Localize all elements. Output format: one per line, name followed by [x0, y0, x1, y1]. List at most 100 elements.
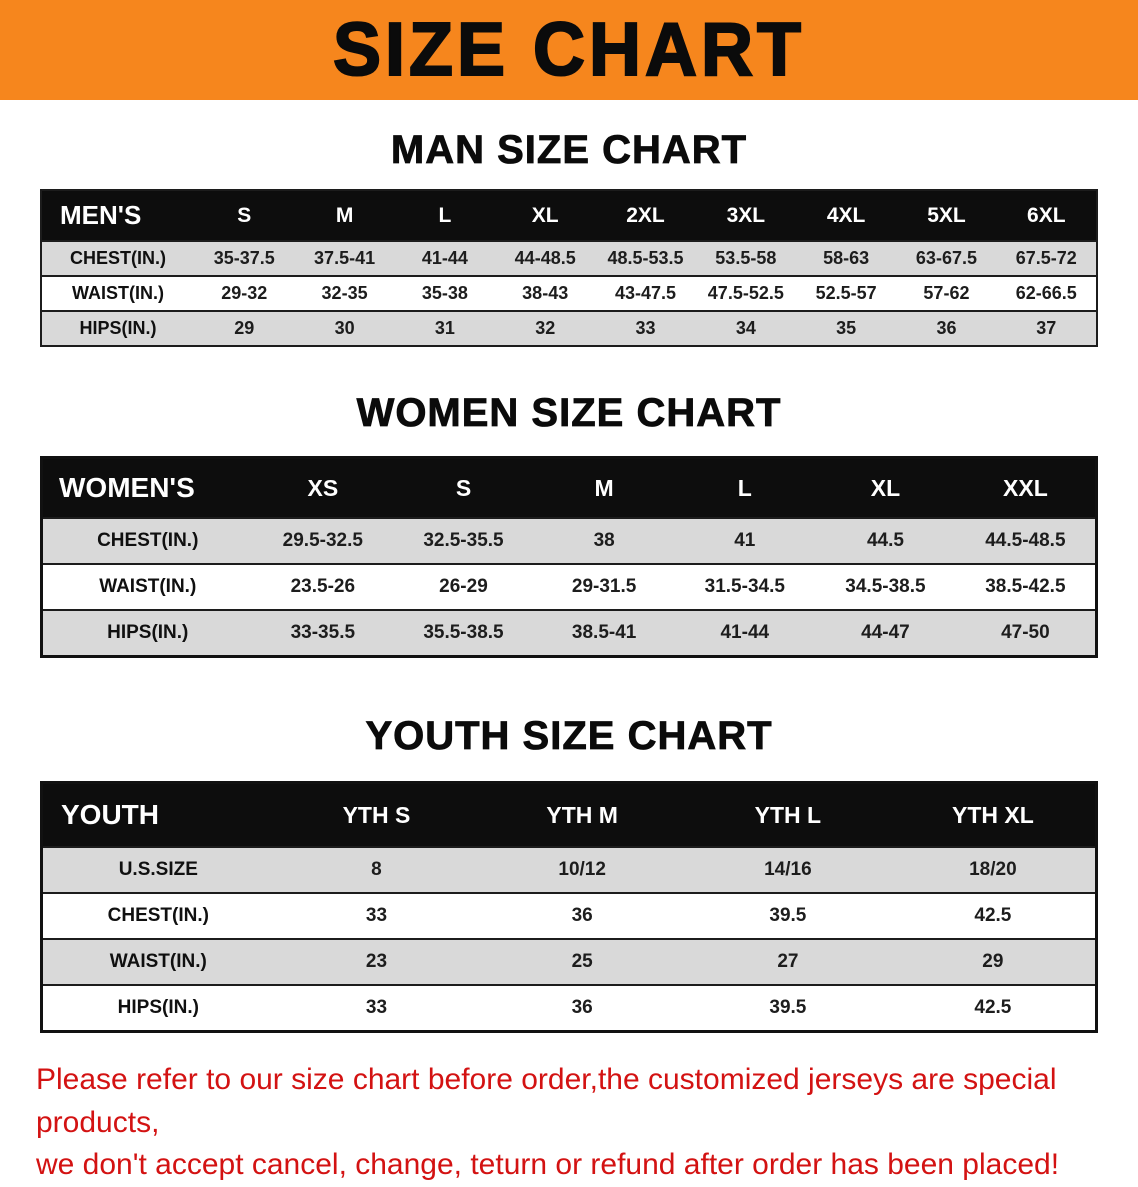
value-cell: 38.5-41	[571, 622, 637, 643]
value-cell: 67.5-72	[1015, 248, 1077, 268]
value-cell: 36	[571, 905, 593, 926]
value-cell: 33-35.5	[290, 622, 356, 643]
size-header-cell: XXL	[1003, 474, 1048, 501]
row-label-cell: WAIST(IN.)	[99, 576, 197, 597]
value-cell: 29	[234, 318, 255, 338]
row-label-cell: HIPS(IN.)	[117, 997, 199, 1018]
row-label-cell: WAIST(IN.)	[72, 283, 165, 303]
size-header-cell: S	[455, 474, 472, 501]
value-cell: 26-29	[439, 576, 488, 597]
table-row: CHEST(IN.) 33 36 39.5 42.5	[41, 893, 1097, 939]
value-cell: 39.5	[769, 905, 807, 926]
table-row: U.S.SIZE 8 10/12 14/16 18/20	[41, 847, 1097, 893]
size-header-cell: YTH M	[546, 801, 618, 828]
youth-table-wrap: YOUTH YTH S YTH M YTH L YTH XL U.S.SIZE 8 10/12…	[0, 781, 1138, 1033]
table-row: WAIST(IN.) 29-32 32-35 35-38 38-43 43-47.5 47.…	[41, 276, 1097, 311]
man-size-section: MAN SIZE CHART MEN'S S M L XL 2XL 3XL 4XL 5XL 6XL…	[0, 128, 1138, 347]
value-cell: 47.5-52.5	[707, 283, 784, 303]
size-header-cell: L	[438, 203, 452, 227]
table-title-cell: WOMEN'S	[59, 472, 195, 503]
table-row: HIPS(IN.) 29 30 31 32 33 34 35 36 37	[41, 311, 1097, 346]
table-row: WAIST(IN.) 23 25 27 29	[41, 939, 1097, 985]
value-cell: 32-35	[321, 283, 368, 303]
disclaimer-line-1: Please refer to our size chart before or…	[36, 1063, 1057, 1139]
value-cell: 44-47	[861, 622, 910, 643]
value-cell: 33	[635, 318, 656, 338]
size-header-cell: 4XL	[826, 203, 866, 227]
women-size-section: WOMEN SIZE CHART WOMEN'S XS S M L XL XXL CHEST(…	[0, 391, 1138, 658]
value-cell: 30	[334, 318, 355, 338]
man-section-heading: MAN SIZE CHART	[390, 128, 748, 173]
table-header-row: WOMEN'S XS S M L XL XXL	[41, 457, 1097, 518]
table-title-cell: YOUTH	[61, 799, 159, 830]
disclaimer: Please refer to our size chart before or…	[0, 1059, 1138, 1187]
value-cell: 62-66.5	[1015, 283, 1077, 303]
value-cell: 53.5-58	[715, 248, 777, 268]
row-label-cell: U.S.SIZE	[118, 859, 198, 880]
value-cell: 42.5	[974, 997, 1012, 1018]
value-cell: 34	[735, 318, 756, 338]
value-cell: 31	[434, 318, 455, 338]
value-cell: 41-44	[421, 248, 468, 268]
disclaimer-line-2: we don't accept cancel, change, teturn o…	[36, 1148, 1060, 1182]
youth-section-heading: YOUTH SIZE CHART	[365, 714, 773, 759]
mens-size-table: MEN'S S M L XL 2XL 3XL 4XL 5XL 6XL CHEST(IN.) 35-37…	[40, 189, 1098, 347]
womens-size-table: WOMEN'S XS S M L XL XXL CHEST(IN.) 29.5-32.5 32.5…	[40, 456, 1098, 658]
value-cell: 38	[593, 530, 615, 551]
value-cell: 23	[365, 951, 388, 972]
value-cell: 52.5-57	[815, 283, 877, 303]
size-header-cell: 6XL	[1027, 203, 1066, 227]
table-row: HIPS(IN.) 33 36 39.5 42.5	[41, 985, 1097, 1032]
size-header-cell: XL	[531, 203, 559, 227]
banner: SIZE CHART	[0, 0, 1138, 100]
value-cell: 31.5-34.5	[704, 576, 785, 597]
table-row: CHEST(IN.) 29.5-32.5 32.5-35.5 38 41 44.5 44.5…	[41, 518, 1097, 564]
row-label-cell: CHEST(IN.)	[107, 905, 209, 926]
youth-size-section: YOUTH SIZE CHART YOUTH YTH S YTH M YTH L YTH…	[0, 714, 1138, 1033]
page-title: SIZE CHART	[332, 7, 805, 92]
value-cell: 41-44	[720, 622, 770, 643]
value-cell: 39.5	[769, 997, 807, 1018]
table-header-row: YOUTH YTH S YTH M YTH L YTH XL	[41, 782, 1097, 847]
content: MAN SIZE CHART MEN'S S M L XL 2XL 3XL 4XL 5XL 6XL…	[0, 128, 1138, 1187]
value-cell: 41	[734, 530, 756, 551]
size-header-cell: 5XL	[927, 203, 966, 227]
table-row: HIPS(IN.) 33-35.5 35.5-38.5 38.5-41 41-44 44-…	[41, 610, 1097, 657]
women-section-heading: WOMEN SIZE CHART	[356, 391, 782, 436]
value-cell: 34.5-38.5	[845, 576, 926, 597]
value-cell: 58-63	[823, 248, 870, 268]
row-label-cell: CHEST(IN.)	[70, 248, 167, 268]
table-title-cell: MEN'S	[60, 200, 142, 230]
value-cell: 32	[535, 318, 556, 338]
value-cell: 35.5-38.5	[423, 622, 504, 643]
size-header-cell: YTH L	[754, 801, 822, 828]
value-cell: 35-37.5	[213, 248, 275, 268]
size-header-cell: 2XL	[626, 203, 665, 227]
value-cell: 10/12	[558, 859, 606, 880]
value-cell: 23.5-26	[290, 576, 356, 597]
value-cell: 14/16	[764, 859, 812, 880]
value-cell: 29	[982, 951, 1004, 972]
value-cell: 27	[777, 951, 799, 972]
value-cell: 18/20	[969, 859, 1017, 880]
size-header-cell: XS	[307, 474, 339, 501]
size-header-cell: M	[335, 203, 354, 227]
row-label-cell: CHEST(IN.)	[97, 530, 199, 551]
value-cell: 25	[571, 951, 593, 972]
womens-table-wrap: WOMEN'S XS S M L XL XXL CHEST(IN.) 29.5-32.5 32.5…	[0, 456, 1138, 658]
value-cell: 8	[371, 859, 382, 880]
value-cell: 47-50	[1001, 622, 1050, 643]
mens-table-wrap: MEN'S S M L XL 2XL 3XL 4XL 5XL 6XL CHEST(IN.) 35-37…	[0, 189, 1138, 347]
value-cell: 33	[365, 997, 388, 1018]
size-header-cell: YTH XL	[951, 801, 1034, 828]
size-header-cell: L	[737, 474, 752, 501]
value-cell: 37	[1036, 318, 1057, 338]
value-cell: 38-43	[522, 283, 569, 303]
value-cell: 57-62	[923, 283, 970, 303]
table-row: CHEST(IN.) 35-37.5 37.5-41 41-44 44-48.5 48.5…	[41, 241, 1097, 276]
size-header-cell: XL	[870, 474, 901, 501]
value-cell: 48.5-53.5	[607, 248, 684, 268]
value-cell: 33	[365, 905, 388, 926]
value-cell: 37.5-41	[314, 248, 376, 268]
